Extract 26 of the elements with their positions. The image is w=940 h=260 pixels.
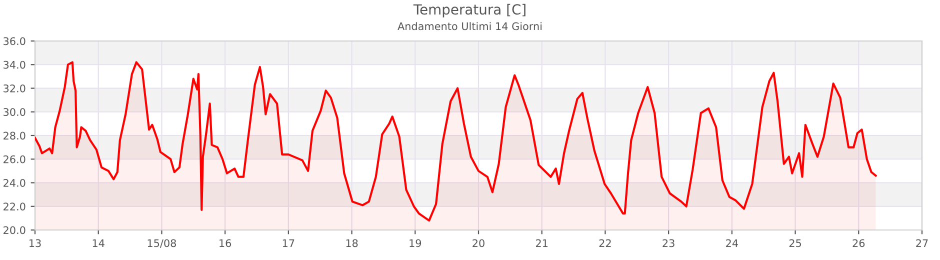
x-tick-label: 13 — [30, 239, 41, 248]
y-tick-label: 34.0 — [4, 60, 26, 69]
y-tick-label: 28.0 — [4, 132, 26, 140]
x-tick-label: 16 — [220, 239, 232, 248]
x-tick-label: 26 — [852, 239, 865, 248]
x-tick-label: 21 — [536, 239, 548, 247]
y-tick-label: 36.0 — [4, 37, 26, 46]
x-tick-label: 14 — [92, 239, 104, 247]
y-tick-label: 26.0 — [4, 155, 26, 164]
x-tick-label: 25 — [789, 239, 802, 248]
x-tick-label: 15/08 — [148, 239, 176, 248]
x-tick-label: 17 — [282, 239, 294, 247]
chart-subtitle: Andamento Ultimi 14 Giorni — [398, 22, 542, 30]
x-tick-label: 19 — [410, 239, 422, 248]
x-tick-label: 20 — [472, 239, 484, 248]
x-tick-label: 24 — [726, 239, 738, 247]
y-tick-label: 22.0 — [4, 202, 26, 210]
y-tick-label: 30.0 — [4, 108, 26, 116]
x-tick-label: 22 — [599, 239, 611, 247]
x-tick-label: 23 — [662, 239, 674, 248]
x-tick-label: 27 — [916, 239, 928, 247]
x-tick-label: 18 — [346, 239, 358, 248]
chart-title: Temperatura [C] — [413, 4, 526, 18]
y-tick-label: 20.0 — [4, 226, 26, 234]
y-tick-label: 24.0 — [4, 178, 26, 187]
y-tick-label: 32.0 — [4, 84, 26, 92]
